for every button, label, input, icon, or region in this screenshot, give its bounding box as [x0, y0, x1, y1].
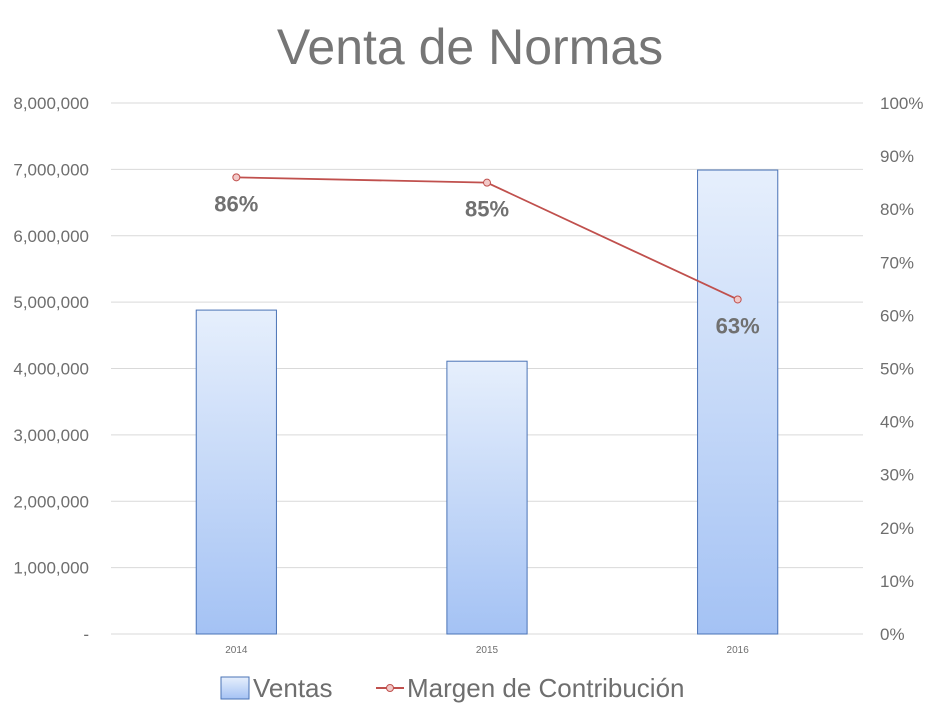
margen-line: 86% 85% 63% — [214, 173, 760, 338]
right-tick-label: 60% — [880, 306, 914, 325]
left-axis-ticks: - 1,000,000 2,000,000 3,000,000 4,000,000 5,0… — [13, 94, 89, 644]
left-tick-label: 7,000,000 — [13, 160, 89, 179]
x-tick-label: 2014 — [225, 645, 248, 656]
x-tick-label: 2016 — [727, 645, 750, 656]
margen-data-label-2014: 86% — [214, 191, 258, 216]
right-tick-label: 70% — [880, 253, 914, 272]
right-tick-label: 50% — [880, 360, 914, 379]
right-tick-label: 20% — [880, 519, 914, 538]
left-tick-label: 4,000,000 — [13, 360, 89, 379]
margen-point-2014 — [232, 173, 241, 182]
margen-point-2015 — [483, 178, 491, 187]
right-tick-label: 100% — [880, 94, 923, 113]
left-tick-label: 1,000,000 — [13, 559, 89, 578]
left-tick-label: 6,000,000 — [13, 227, 89, 246]
bar-ventas-2016 — [697, 169, 779, 635]
right-tick-label: 30% — [880, 466, 914, 485]
right-tick-label: 0% — [880, 625, 905, 644]
right-tick-label: 40% — [880, 413, 914, 432]
right-tick-label: 90% — [880, 147, 914, 166]
left-tick-label: - — [83, 625, 89, 644]
legend-swatch-ventas — [220, 676, 250, 700]
right-tick-label: 10% — [880, 572, 914, 591]
left-tick-label: 2,000,000 — [13, 492, 89, 511]
x-axis-ticks: 2014 2015 2016 — [225, 645, 749, 656]
bar-ventas-2015 — [446, 360, 528, 635]
legend: Ventas Margen de Contribución — [220, 673, 685, 703]
x-tick-label: 2015 — [476, 645, 499, 656]
right-axis-ticks: 0% 10% 20% 30% 40% 50% 60% 70% 80% 90% 100% — [880, 94, 923, 644]
legend-label-margen: Margen de Contribución — [407, 673, 685, 703]
left-tick-label: 3,000,000 — [13, 426, 89, 445]
ventas-bars — [195, 169, 779, 635]
right-tick-label: 80% — [880, 200, 914, 219]
legend-label-ventas: Ventas — [253, 673, 333, 703]
bar-ventas-2014 — [195, 309, 277, 635]
margen-data-label-2016: 63% — [716, 313, 760, 338]
margen-point-2016 — [733, 295, 742, 304]
left-tick-label: 5,000,000 — [13, 293, 89, 312]
margen-data-label-2015: 85% — [465, 197, 509, 222]
chart-title: Venta de Normas — [277, 19, 663, 75]
legend-swatch-margen-marker — [386, 684, 394, 692]
left-tick-label: 8,000,000 — [13, 94, 89, 113]
